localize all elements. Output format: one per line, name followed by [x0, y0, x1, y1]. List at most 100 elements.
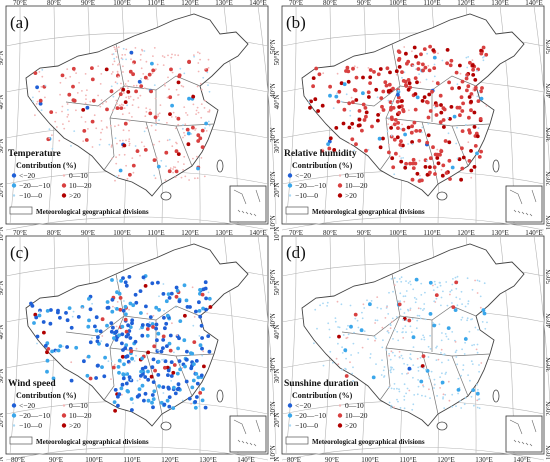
station-dot: [123, 346, 128, 350]
station-dot: [381, 346, 384, 349]
top-longitude-label: 70°E: [13, 229, 27, 237]
station-dot: [95, 339, 100, 344]
station-dot: [466, 317, 469, 320]
station-dot: [403, 312, 406, 314]
station-dot: [191, 286, 194, 289]
station-dot: [417, 385, 420, 388]
station-dot: [166, 292, 171, 296]
station-dot: [113, 57, 116, 60]
station-dot: [471, 67, 475, 72]
station-dot: [71, 315, 74, 318]
station-dot: [207, 110, 210, 113]
station-dot: [433, 63, 436, 66]
station-dot: [381, 326, 384, 329]
division-boundary: [65, 85, 125, 107]
station-dot: [389, 134, 394, 139]
station-dot: [118, 89, 120, 91]
station-dot: [352, 380, 354, 382]
station-dot: [84, 121, 87, 123]
station-dot: [140, 366, 145, 371]
station-dot: [168, 333, 173, 338]
station-dot: [126, 177, 129, 180]
station-dot: [428, 170, 432, 175]
station-dot: [451, 305, 456, 309]
station-dot: [421, 354, 426, 358]
station-dot: [113, 330, 118, 335]
station-dot: [106, 126, 108, 129]
station-dot: [440, 352, 442, 354]
station-dot: [423, 303, 426, 305]
legend-item-label: >20: [345, 421, 357, 430]
station-dot: [118, 154, 121, 156]
station-dot: [404, 295, 407, 297]
station-dot: [473, 404, 475, 407]
inset-dash: [241, 440, 245, 444]
station-dot: [129, 95, 132, 98]
station-dot: [124, 53, 126, 56]
station-dot: [85, 98, 87, 100]
station-dot: [134, 47, 137, 49]
station-dot: [176, 346, 181, 351]
station-dot: [380, 104, 384, 109]
station-dot: [140, 383, 145, 388]
station-dot: [451, 331, 454, 333]
station-dot: [393, 383, 396, 385]
station-dot: [381, 108, 386, 112]
station-dot: [203, 286, 208, 291]
station-dot: [164, 82, 166, 85]
station-dot: [409, 283, 412, 286]
station-dot: [479, 295, 482, 298]
station-dot: [447, 380, 450, 383]
station-dot: [203, 107, 206, 109]
station-dot: [43, 343, 48, 348]
right-latitude-label: 20°N: [269, 171, 277, 186]
station-dot: [465, 56, 468, 59]
station-dot: [145, 127, 148, 129]
station-dot: [440, 339, 443, 342]
station-dot: [406, 78, 411, 82]
station-dot: [152, 389, 157, 394]
station-dot: [110, 85, 113, 88]
station-dot: [419, 174, 421, 177]
legend-swatch: [288, 424, 292, 427]
station-dot: [386, 89, 391, 93]
station-dot: [116, 142, 118, 145]
station-dot: [380, 374, 383, 376]
station-dot: [151, 357, 156, 362]
station-dot: [390, 387, 393, 390]
station-dot: [422, 95, 427, 100]
station-dot: [465, 123, 467, 126]
right-latitude-label: 40°N: [545, 313, 550, 328]
station-dot: [456, 83, 459, 86]
station-dot: [396, 126, 400, 130]
station-dot: [139, 94, 142, 97]
station-dot: [58, 139, 61, 142]
station-dot: [383, 375, 386, 377]
station-dot: [352, 342, 355, 345]
station-dot: [66, 103, 69, 105]
station-dot: [401, 123, 403, 126]
station-dot: [432, 104, 435, 107]
station-dot: [405, 290, 408, 292]
station-dot: [96, 363, 100, 368]
station-dot: [168, 88, 170, 91]
station-dot: [189, 351, 193, 356]
legend-item-label: 0—10: [69, 401, 88, 410]
station-dot: [86, 354, 91, 359]
inset-dash: [241, 210, 245, 214]
station-dot: [466, 277, 469, 280]
station-dot: [175, 141, 177, 144]
station-dot: [165, 313, 170, 318]
legend-item-label: <−20: [295, 171, 311, 180]
station-dot: [413, 92, 418, 96]
station-dot: [403, 300, 406, 303]
station-dot: [173, 391, 178, 396]
station-dot: [411, 318, 414, 320]
legend-swatch: [337, 193, 343, 198]
station-dot: [392, 137, 397, 142]
station-dot: [396, 121, 400, 125]
legend-swatch: [287, 173, 293, 178]
station-dot: [409, 130, 414, 135]
station-dot: [131, 72, 135, 77]
station-dot: [55, 350, 57, 353]
